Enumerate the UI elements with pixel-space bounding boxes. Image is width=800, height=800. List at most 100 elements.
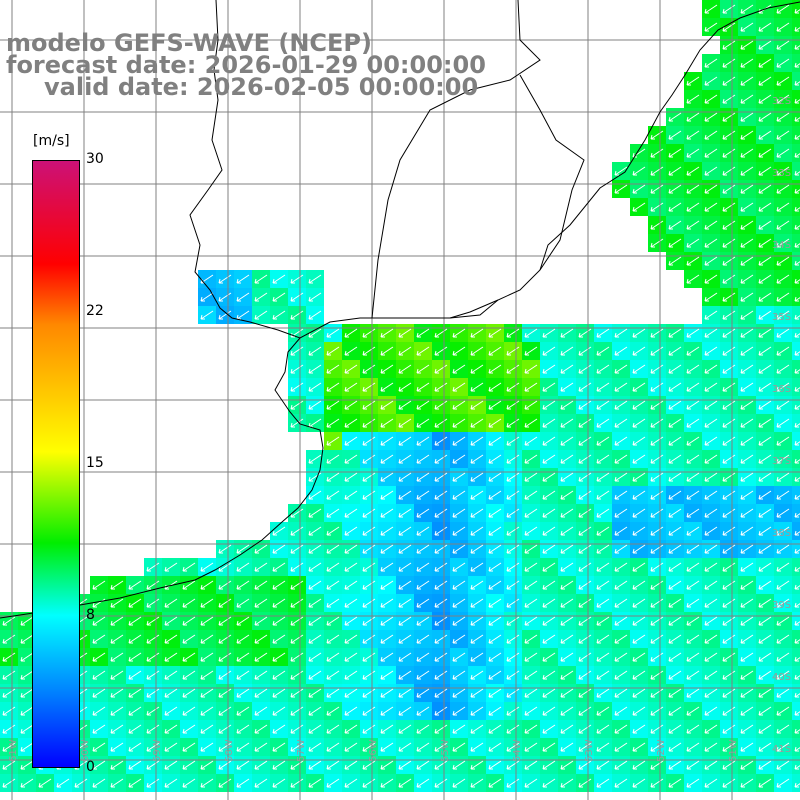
- wind-arrow: [632, 688, 646, 698]
- wind-arrow: [20, 760, 34, 770]
- wind-arrow: [632, 526, 646, 536]
- wind-arrow: [506, 490, 520, 500]
- wind-arrow: [776, 184, 790, 194]
- coastline: [189, 0, 800, 339]
- wind-arrow: [794, 80, 800, 86]
- wind-arrow: [794, 62, 800, 68]
- wind-arrow: [632, 706, 646, 716]
- wind-arrow: [380, 400, 394, 410]
- wind-arrow: [434, 742, 448, 752]
- wind-arrow: [668, 688, 682, 698]
- wind-arrow: [272, 706, 286, 716]
- wind-arrow: [758, 148, 772, 158]
- wind-arrow: [506, 634, 520, 644]
- wind-arrow: [110, 670, 124, 680]
- wind-arrow: [308, 580, 322, 590]
- wind-arrow: [2, 652, 16, 662]
- wind-arrow: [668, 400, 682, 410]
- wind-arrow: [218, 706, 232, 716]
- wind-arrow: [416, 742, 430, 752]
- wind-arrow: [758, 274, 772, 284]
- wind-arrow: [380, 580, 394, 590]
- wind-arrow: [794, 116, 800, 122]
- longitude-label: 53W: [584, 739, 595, 762]
- wind-arrow: [200, 616, 214, 626]
- wind-arrow: [722, 256, 736, 266]
- wind-arrow: [650, 760, 664, 770]
- wind-arrow: [758, 778, 772, 788]
- wind-arrow: [560, 382, 574, 392]
- wind-arrow: [758, 562, 772, 572]
- wind-arrow: [308, 526, 322, 536]
- wind-arrow: [722, 58, 736, 68]
- wind-arrow: [740, 310, 754, 320]
- wind-arrow: [452, 526, 466, 536]
- wind-arrow: [740, 346, 754, 356]
- wind-arrow: [560, 580, 574, 590]
- wind-arrow: [434, 454, 448, 464]
- wind-arrow: [272, 544, 286, 554]
- wind-arrow: [542, 760, 556, 770]
- wind-arrow: [758, 580, 772, 590]
- wind-arrow: [254, 706, 268, 716]
- latitude-label: 38S: [772, 528, 791, 539]
- wind-arrow: [704, 616, 718, 626]
- wind-arrow: [614, 472, 628, 482]
- wind-arrow: [452, 652, 466, 662]
- wind-arrow: [362, 670, 376, 680]
- wind-arrow: [650, 400, 664, 410]
- wind-arrow: [686, 490, 700, 500]
- wind-arrow: [380, 760, 394, 770]
- wind-arrow: [128, 670, 142, 680]
- wind-arrow: [362, 706, 376, 716]
- wind-arrow: [434, 364, 448, 374]
- wind-arrow: [398, 688, 412, 698]
- wind-arrow: [776, 292, 790, 302]
- wind-arrow: [2, 724, 16, 734]
- uruguay-coast: [449, 74, 585, 319]
- wind-arrow: [704, 58, 718, 68]
- wind-arrow: [362, 598, 376, 608]
- wind-arrow: [380, 454, 394, 464]
- wind-arrow: [236, 778, 250, 788]
- wind-arrow: [416, 688, 430, 698]
- wind-arrow: [542, 724, 556, 734]
- wind-arrow: [776, 364, 790, 374]
- wind-arrow: [344, 400, 358, 410]
- wind-arrow: [236, 706, 250, 716]
- wind-arrow: [722, 184, 736, 194]
- wind-arrow: [650, 436, 664, 446]
- wind-arrow: [290, 310, 304, 320]
- wind-arrow: [578, 508, 592, 518]
- wind-arrow: [704, 436, 718, 446]
- wind-arrow: [686, 706, 700, 716]
- wind-arrow: [722, 490, 736, 500]
- wind-arrow: [578, 472, 592, 482]
- wind-arrow: [758, 58, 772, 68]
- wind-arrow: [434, 670, 448, 680]
- longitude-label: 54W: [512, 739, 523, 762]
- wind-arrow: [128, 598, 142, 608]
- wind-arrow: [542, 508, 556, 518]
- wind-arrow: [614, 544, 628, 554]
- wind-arrow: [362, 508, 376, 518]
- wind-arrow: [308, 382, 322, 392]
- wind-arrow: [362, 724, 376, 734]
- wind-arrow: [560, 616, 574, 626]
- wind-arrow: [722, 166, 736, 176]
- wind-arrow: [452, 544, 466, 554]
- wind-arrow: [452, 688, 466, 698]
- wind-arrow: [668, 202, 682, 212]
- wind-arrow: [416, 778, 430, 788]
- wind-arrow: [686, 634, 700, 644]
- wind-arrow: [686, 184, 700, 194]
- wind-arrow: [362, 562, 376, 572]
- wind-arrow: [614, 616, 628, 626]
- wind-arrow: [416, 724, 430, 734]
- wind-arrow: [542, 616, 556, 626]
- wind-arrow: [452, 472, 466, 482]
- wind-arrow: [488, 544, 502, 554]
- wind-arrow: [326, 634, 340, 644]
- wind-arrow: [650, 418, 664, 428]
- wind-arrow: [308, 562, 322, 572]
